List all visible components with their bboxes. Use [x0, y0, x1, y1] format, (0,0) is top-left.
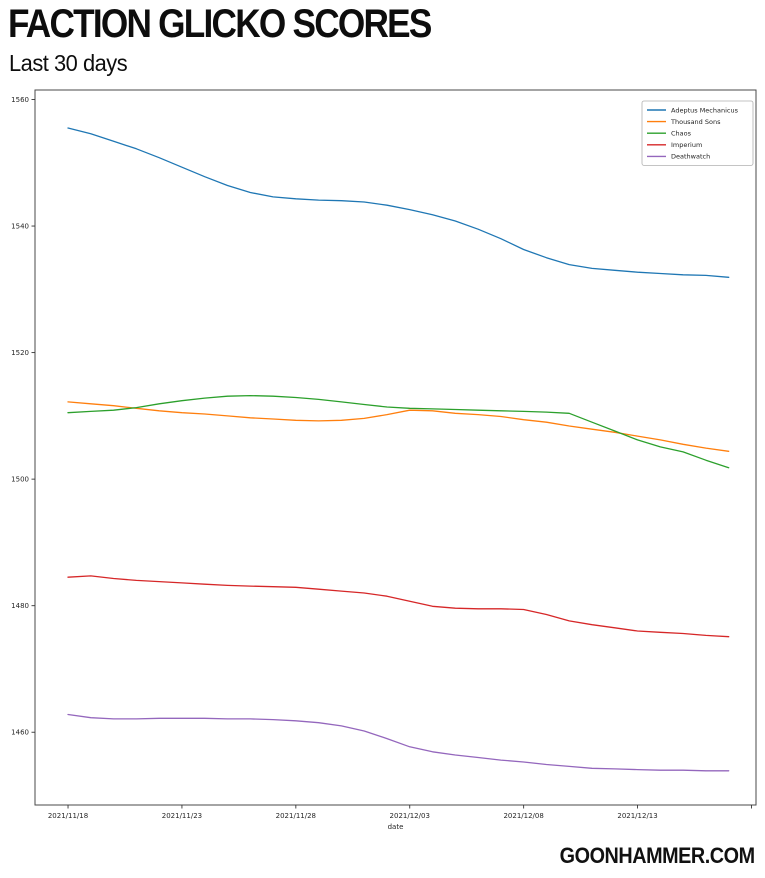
glicko-line-chart: 1460 1480 1500 1520 1540 1560 2021/11/18 2021/1…	[11, 89, 757, 831]
plot-border	[34, 89, 757, 806]
x-tick-label: 2021/11/28	[276, 812, 316, 820]
brand-watermark: GOONHAMMER.COM	[560, 843, 755, 868]
x-tick-label: 2021/11/18	[48, 812, 88, 820]
y-tick-label: 1520	[11, 349, 29, 357]
y-tick-label: 1480	[11, 602, 29, 610]
series-line-imperium	[67, 575, 730, 638]
page-subtitle: Last 30 days	[9, 50, 128, 76]
legend-label-thousand-sons: Thousand Sons	[670, 118, 721, 126]
y-tick-label: 1560	[11, 96, 29, 104]
y-tick-label: 1500	[11, 476, 29, 484]
legend-label-adeptus-mechanicus: Adeptus Mechanicus	[671, 106, 739, 114]
legend-label-chaos: Chaos	[671, 130, 692, 138]
x-tick-label: 2021/11/23	[162, 812, 202, 820]
legend-label-deathwatch: Deathwatch	[671, 153, 710, 161]
legend: Adeptus Mechanicus Thousand Sons Chaos Impe…	[641, 100, 754, 166]
series-line-chaos	[67, 394, 730, 469]
y-tick-label: 1460	[11, 729, 29, 737]
page-title: FACTION GLICKO SCORES	[8, 2, 432, 46]
x-axis-label: date	[388, 823, 404, 831]
x-tick-label: 2021/12/13	[617, 812, 657, 820]
x-tick-label: 2021/12/03	[390, 812, 430, 820]
legend-box	[641, 100, 754, 166]
y-tick-label: 1540	[11, 223, 29, 231]
series-line-thousand-sons	[67, 401, 730, 452]
series-line-adeptus-mechanicus	[67, 127, 730, 278]
legend-label-imperium: Imperium	[671, 141, 702, 149]
series-line-deathwatch	[67, 713, 730, 772]
x-tick-label: 2021/12/08	[503, 812, 543, 820]
